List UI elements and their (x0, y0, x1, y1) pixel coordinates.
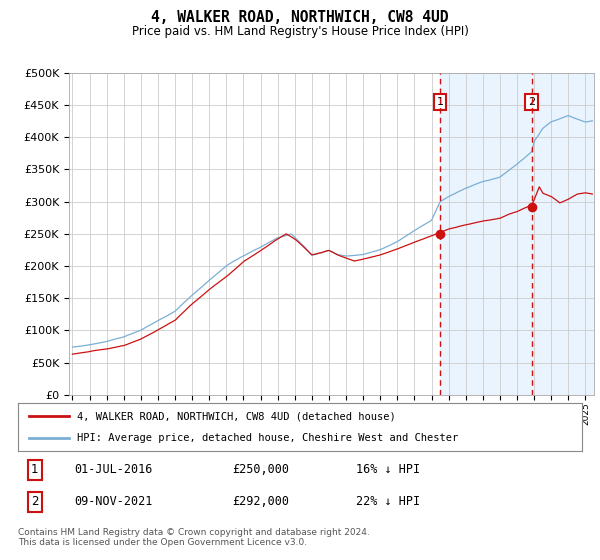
Text: £292,000: £292,000 (232, 496, 289, 508)
Bar (440, 73, 600, 395)
Text: Price paid vs. HM Land Registry's House Price Index (HPI): Price paid vs. HM Land Registry's House … (131, 25, 469, 38)
Text: 01-JUL-2016: 01-JUL-2016 (74, 463, 153, 476)
Text: 2: 2 (528, 97, 535, 107)
Text: £250,000: £250,000 (232, 463, 289, 476)
Text: 1: 1 (437, 97, 443, 107)
Text: 2: 2 (31, 496, 38, 508)
Text: 1: 1 (31, 463, 38, 476)
Text: Contains HM Land Registry data © Crown copyright and database right 2024.
This d: Contains HM Land Registry data © Crown c… (18, 528, 370, 547)
Text: 16% ↓ HPI: 16% ↓ HPI (356, 463, 421, 476)
Text: HPI: Average price, detached house, Cheshire West and Chester: HPI: Average price, detached house, Ches… (77, 433, 458, 443)
Text: 22% ↓ HPI: 22% ↓ HPI (356, 496, 421, 508)
Text: 09-NOV-2021: 09-NOV-2021 (74, 496, 153, 508)
Text: 4, WALKER ROAD, NORTHWICH, CW8 4UD: 4, WALKER ROAD, NORTHWICH, CW8 4UD (151, 10, 449, 25)
Text: 4, WALKER ROAD, NORTHWICH, CW8 4UD (detached house): 4, WALKER ROAD, NORTHWICH, CW8 4UD (deta… (77, 411, 396, 421)
